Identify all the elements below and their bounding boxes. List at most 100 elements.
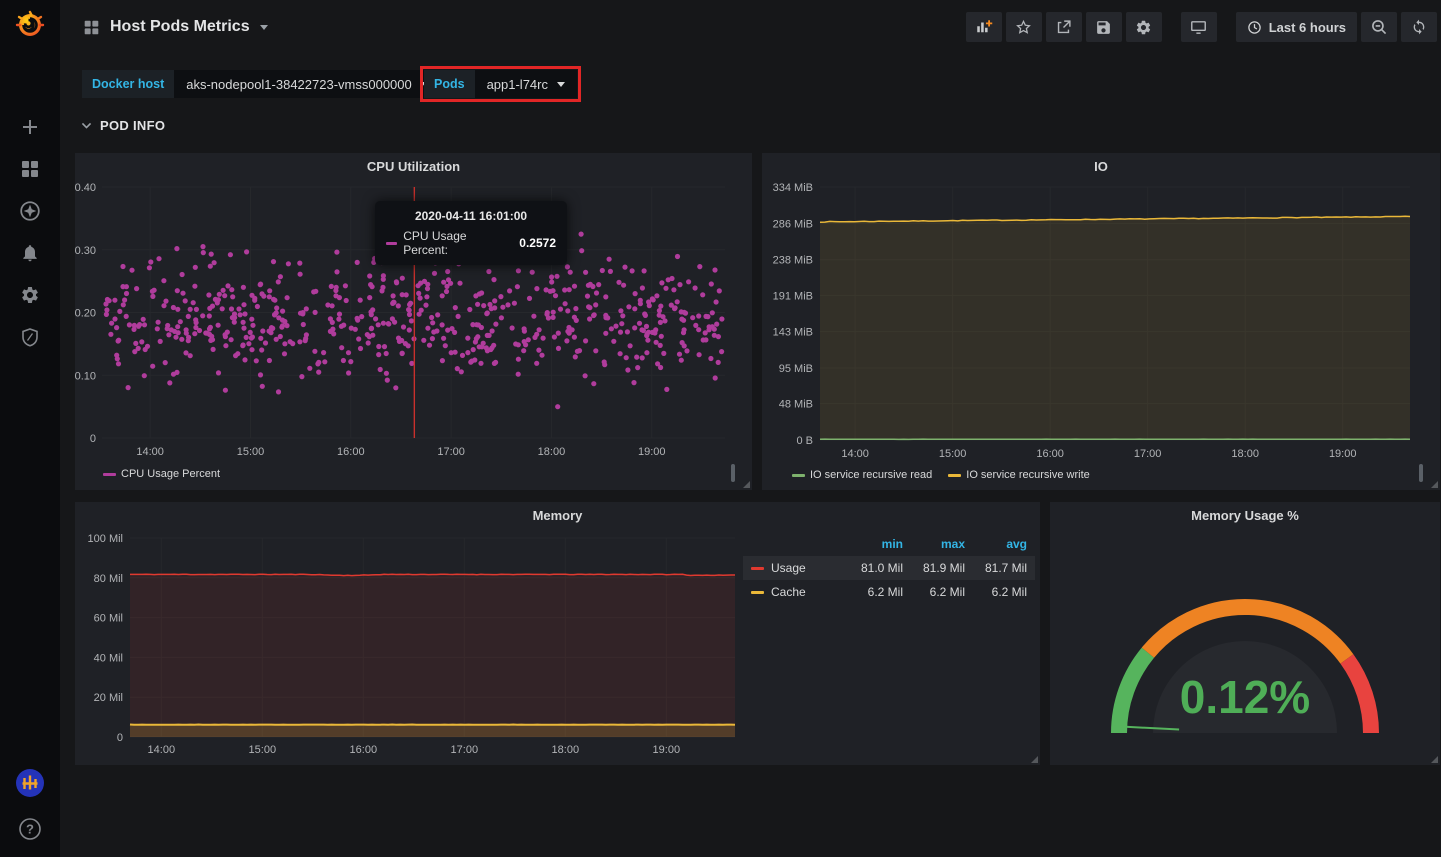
svg-text:17:00: 17:00 (451, 744, 479, 756)
tooltip-time: 2020-04-11 16:01:00 (414, 209, 528, 223)
user-avatar[interactable] (14, 767, 46, 799)
svg-text:95 MiB: 95 MiB (779, 363, 813, 375)
legend-label: CPU Usage Percent (121, 468, 221, 480)
zoom-out-button[interactable] (1361, 12, 1397, 42)
docker-host-label: Docker host (82, 70, 175, 98)
sidebar-item-explore[interactable] (19, 200, 41, 222)
svg-text:16:00: 16:00 (337, 446, 365, 458)
svg-text:17:00: 17:00 (1134, 448, 1162, 460)
svg-text:0.40: 0.40 (75, 182, 96, 194)
legend-item-cache[interactable]: Cache (743, 585, 845, 599)
legend-col-max[interactable]: max (940, 537, 965, 551)
svg-text:0.10: 0.10 (75, 370, 96, 382)
legend-item-io-read[interactable]: IO service recursive read (792, 469, 932, 481)
sidebar-item-create[interactable] (19, 116, 41, 138)
mark-favorite-button[interactable] (1005, 12, 1042, 42)
memory-area-chart[interactable]: 0 20 Mil 40 Mil 60 Mil 80 Mil 100 Mil 14:00 15:… (75, 502, 1040, 765)
row-header-pod-info[interactable]: POD INFO (80, 118, 165, 133)
sidebar-item-dashboards[interactable] (19, 158, 41, 180)
pods-dropdown[interactable]: app1-l74rc (474, 70, 577, 98)
cpu-scatter-chart[interactable]: 0 0.10 0.20 0.30 0.40 14:00 15:00 16:00 17:00 18:… (75, 153, 752, 490)
cache-max: 6.2 Mil (929, 585, 965, 599)
row-header-label: POD INFO (100, 118, 166, 133)
add-panel-icon (976, 20, 992, 33)
svg-text:0 B: 0 B (796, 435, 813, 447)
zoom-out-icon (1372, 20, 1387, 35)
legend-row-usage: Usage 81.0 Mil 81.9 Mil 81.7 Mil (743, 556, 1035, 580)
svg-text:238 MiB: 238 MiB (773, 255, 813, 267)
legend-label: Cache (771, 585, 806, 599)
sidebar-item-server-admin[interactable] (19, 326, 41, 348)
svg-text:0.20: 0.20 (75, 308, 96, 320)
svg-text:0.30: 0.30 (75, 245, 96, 257)
docker-host-value: aks-nodepool1-38422723-vmss000000 (186, 76, 412, 92)
pods-label: Pods (424, 70, 475, 98)
sidebar: ? (0, 0, 60, 857)
grafana-logo[interactable] (14, 9, 46, 41)
panel-resize-handle[interactable] (1031, 756, 1038, 763)
tooltip-series-swatch (386, 241, 398, 245)
chevron-down-icon (81, 122, 92, 129)
docker-host-dropdown[interactable]: aks-nodepool1-38422723-vmss000000 (174, 70, 441, 98)
tooltip-series-label: CPU Usage Percent: (403, 229, 467, 257)
legend-item-io-write[interactable]: IO service recursive write (948, 469, 1090, 481)
svg-text:143 MiB: 143 MiB (773, 327, 813, 339)
share-icon (1058, 19, 1071, 33)
add-panel-button[interactable] (965, 12, 1002, 42)
dashboards-grid-icon (22, 161, 38, 177)
legend-scrollbar[interactable] (1419, 464, 1423, 482)
memory-legend-table: min max avg Usage 81.0 Mil 81.9 Mil 81.7… (743, 532, 1035, 604)
time-range-picker[interactable]: Last 6 hours (1235, 12, 1357, 42)
svg-text:20 Mil: 20 Mil (94, 692, 123, 704)
svg-text:14:00: 14:00 (136, 446, 164, 458)
dashboard-title-button[interactable]: Host Pods Metrics (83, 18, 268, 36)
star-icon (1016, 19, 1032, 34)
legend-swatch (751, 566, 764, 570)
grafana-logo-icon (15, 10, 45, 36)
svg-text:17:00: 17:00 (437, 446, 465, 458)
sidebar-item-alerting[interactable] (19, 242, 41, 264)
pods-value: app1-l74rc (486, 76, 548, 92)
panel-title-io[interactable]: IO (1094, 159, 1108, 174)
sidebar-item-configuration[interactable] (19, 284, 41, 306)
cycle-view-mode-button[interactable] (1180, 12, 1217, 42)
svg-text:14:00: 14:00 (148, 744, 176, 756)
legend-swatch (948, 473, 962, 477)
monitor-icon (1191, 20, 1207, 34)
avatar-icon (16, 769, 44, 797)
svg-text:18:00: 18:00 (538, 446, 566, 458)
panel-resize-handle[interactable] (743, 481, 750, 488)
save-dashboard-button[interactable] (1085, 12, 1122, 42)
legend-item-cpu-usage[interactable]: CPU Usage Percent (103, 468, 220, 480)
legend-label: IO service recursive read (810, 469, 933, 481)
legend-scrollbar[interactable] (731, 464, 735, 482)
clock-icon (1247, 20, 1261, 34)
time-range-label: Last 6 hours (1268, 19, 1346, 35)
svg-text:286 MiB: 286 MiB (773, 218, 813, 230)
usage-avg: 81.7 Mil (984, 561, 1027, 575)
legend-item-usage[interactable]: Usage (743, 561, 845, 575)
cpu-legend: CPU Usage Percent (103, 468, 220, 480)
svg-text:0: 0 (90, 433, 96, 445)
dashboard-settings-button[interactable] (1125, 12, 1162, 42)
panel-memory: Memory 0 20 Mil 40 Mil 60 Mil 80 Mil 100 Mil 1… (75, 502, 1040, 765)
panel-title-memory-usage[interactable]: Memory Usage % (1191, 508, 1299, 523)
refresh-button[interactable] (1401, 12, 1437, 42)
panel-resize-handle[interactable] (1431, 481, 1438, 488)
legend-col-avg[interactable]: avg (1006, 537, 1027, 551)
svg-text:16:00: 16:00 (1036, 448, 1064, 460)
io-line-chart[interactable]: 0 B 48 MiB 95 MiB 143 MiB 191 MiB 238 MiB 286 … (762, 153, 1440, 490)
help-button[interactable]: ? (18, 817, 42, 841)
gear-icon (1137, 20, 1151, 34)
svg-text:191 MiB: 191 MiB (773, 290, 813, 302)
share-dashboard-button[interactable] (1045, 12, 1082, 42)
legend-col-min[interactable]: min (881, 537, 903, 551)
panel-title-cpu[interactable]: CPU Utilization (366, 159, 461, 174)
compass-icon (20, 201, 40, 221)
refresh-icon (1413, 19, 1425, 35)
panel-resize-handle[interactable] (1431, 756, 1438, 763)
panel-io: IO 0 B 48 MiB 95 MiB 143 MiB 191 MiB 238 MiB 2… (762, 153, 1440, 490)
pods-highlight-annotation: Pods app1-l74rc (420, 66, 581, 102)
svg-text:15:00: 15:00 (237, 446, 265, 458)
panel-title-memory[interactable]: Memory (532, 508, 583, 523)
